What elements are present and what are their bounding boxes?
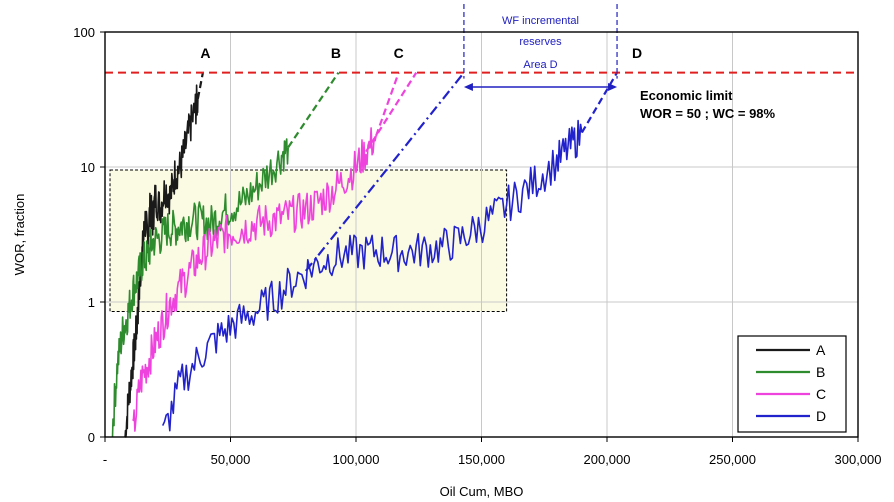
series-a-line bbox=[124, 84, 199, 438]
y-tick-label: 0 bbox=[88, 430, 95, 445]
curve-label-d: D bbox=[632, 45, 642, 61]
wf-arrow-head-right bbox=[608, 83, 618, 91]
x-tick-label: 150,000 bbox=[458, 452, 505, 467]
x-axis-label: Oil Cum, MBO bbox=[440, 484, 524, 499]
legend-label-b: B bbox=[816, 364, 825, 380]
curve-label-b: B bbox=[331, 45, 341, 61]
x-tick-label: 300,000 bbox=[835, 452, 882, 467]
series-c-projection bbox=[375, 72, 400, 137]
grid bbox=[105, 32, 858, 437]
curve-label-a: A bbox=[200, 45, 210, 61]
y-axis-label: WOR, fraction bbox=[12, 194, 27, 276]
x-tick-label: 200,000 bbox=[584, 452, 631, 467]
wf-label-line3: Area D bbox=[523, 59, 557, 71]
series-a-projection bbox=[196, 72, 204, 100]
economic-limit-label: Economic limit bbox=[640, 88, 733, 103]
wf-arrow-head-left bbox=[463, 83, 473, 91]
y-tick-label: 100 bbox=[73, 25, 95, 40]
y-tick-label: 1 bbox=[88, 295, 95, 310]
series-d-projection bbox=[580, 72, 618, 134]
economic-limit-values: WOR = 50 ; WC = 98% bbox=[640, 106, 776, 121]
series-b-projection bbox=[287, 72, 340, 148]
legend-label-a: A bbox=[816, 342, 826, 358]
x-tick-label: 250,000 bbox=[709, 452, 756, 467]
curve-label-c: C bbox=[394, 45, 404, 61]
wf-label-line2: reserves bbox=[519, 36, 562, 48]
series-c-projection bbox=[365, 72, 418, 153]
series-d-line bbox=[161, 119, 583, 432]
economic-limit: Economic limit WOR = 50 ; WC = 98% bbox=[105, 71, 858, 121]
legend-label-d: D bbox=[816, 408, 826, 424]
x-tick-label: 100,000 bbox=[333, 452, 380, 467]
x-tick-label: 50,000 bbox=[211, 452, 251, 467]
wf-label-line1: WF incremental bbox=[502, 15, 579, 27]
series-layer bbox=[111, 71, 618, 438]
legend-label-c: C bbox=[816, 386, 826, 402]
curve-labels: A B C D bbox=[200, 45, 642, 61]
y-tick-label: 10 bbox=[81, 160, 95, 175]
axes: - 50,000 100,000 150,000 200,000 250,000 300,0… bbox=[73, 25, 881, 467]
series-b-line bbox=[111, 138, 289, 438]
series-c-line bbox=[132, 127, 377, 432]
x-tick-label: - bbox=[103, 452, 107, 467]
wf-incremental-reserves: WF incremental reserves Area D bbox=[463, 4, 618, 91]
series-d-projection bbox=[304, 71, 465, 272]
